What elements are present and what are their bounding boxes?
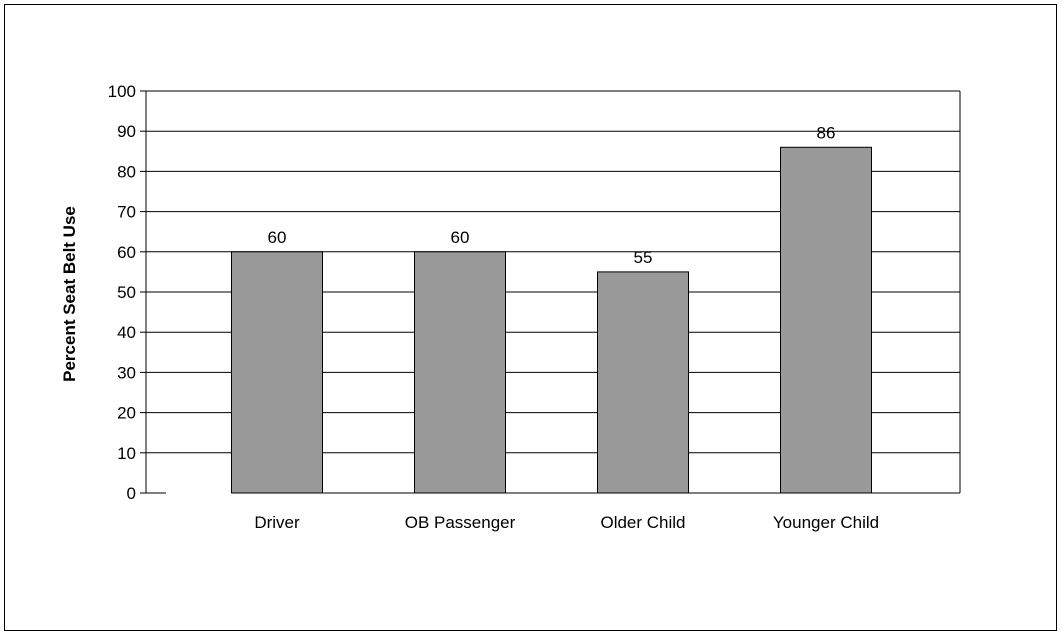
x-category-label: Younger Child <box>773 513 879 532</box>
x-category-label: OB Passenger <box>405 513 516 532</box>
y-tick-label: 50 <box>117 283 136 302</box>
y-tick-label: 40 <box>117 323 136 342</box>
x-axis-categories: Driver OB Passenger Older Child Younger Chi… <box>254 513 879 532</box>
x-category-label: Older Child <box>600 513 685 532</box>
bar-value-label: 60 <box>268 228 287 247</box>
y-tick-label: 20 <box>117 404 136 423</box>
y-axis-ticks: 0 10 20 30 40 50 60 70 80 90 100 <box>108 82 146 503</box>
y-tick-label: 90 <box>117 122 136 141</box>
bar-value-label: 55 <box>634 248 653 267</box>
y-tick-label: 10 <box>117 444 136 463</box>
bar-younger-child <box>780 146 872 494</box>
bar-value-label: 86 <box>817 123 836 142</box>
bar-ob-passenger <box>414 251 506 494</box>
y-axis-title: Percent Seat Belt Use <box>60 206 79 382</box>
y-tick-label: 80 <box>117 162 136 181</box>
y-tick-label: 100 <box>108 82 136 101</box>
y-tick-label: 30 <box>117 363 136 382</box>
x-category-label: Driver <box>254 513 300 532</box>
data-labels: 60 60 55 86 <box>268 123 836 267</box>
chart-frame <box>4 4 1057 631</box>
bar-older-child <box>597 271 689 494</box>
y-tick-label: 60 <box>117 243 136 262</box>
y-tick-label: 70 <box>117 203 136 222</box>
bars <box>231 146 872 494</box>
bar-driver <box>231 251 323 494</box>
bar-value-label: 60 <box>451 228 470 247</box>
y-tick-label: 0 <box>127 484 136 503</box>
